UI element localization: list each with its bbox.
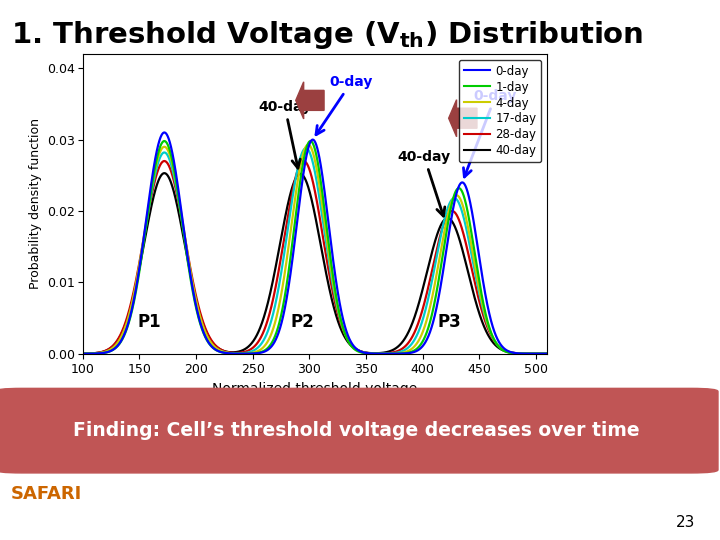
28-day xyxy=(144,208,153,214)
Text: 0-day: 0-day xyxy=(316,75,373,135)
4-day xyxy=(251,349,260,355)
Text: P2: P2 xyxy=(290,313,314,330)
0-day xyxy=(565,350,574,357)
17-day xyxy=(274,289,282,296)
X-axis label: Normalized threshold voltage: Normalized threshold voltage xyxy=(212,382,418,396)
17-day xyxy=(144,207,153,213)
17-day xyxy=(501,347,510,354)
17-day xyxy=(251,346,260,353)
28-day xyxy=(251,342,260,348)
40-day xyxy=(160,170,168,177)
17-day xyxy=(302,145,310,151)
1-day xyxy=(556,350,564,357)
4-day xyxy=(304,141,312,148)
28-day xyxy=(56,350,65,357)
4-day xyxy=(565,350,574,357)
28-day xyxy=(501,347,510,354)
FancyArrow shape xyxy=(449,100,477,137)
40-day xyxy=(556,350,564,357)
Text: 1. Threshold Voltage ($\mathbf{V_{th}}$) Distribution: 1. Threshold Voltage ($\mathbf{V_{th}}$)… xyxy=(11,19,643,51)
Text: 23: 23 xyxy=(675,515,695,530)
0-day xyxy=(251,350,260,356)
40-day xyxy=(501,348,510,354)
Text: P3: P3 xyxy=(437,313,461,330)
4-day xyxy=(144,203,153,210)
Text: P1: P1 xyxy=(138,313,161,330)
17-day xyxy=(114,339,122,346)
Line: 28-day: 28-day xyxy=(60,161,570,354)
40-day xyxy=(274,252,282,259)
4-day xyxy=(556,350,564,357)
0-day xyxy=(160,129,168,136)
1-day xyxy=(251,350,260,356)
17-day xyxy=(556,350,564,357)
40-day xyxy=(251,334,260,340)
Text: 0-day: 0-day xyxy=(464,90,517,177)
40-day xyxy=(56,350,65,357)
0-day xyxy=(501,346,510,353)
40-day xyxy=(565,350,574,357)
1-day xyxy=(501,348,510,355)
Text: 40-day: 40-day xyxy=(258,100,312,168)
28-day xyxy=(160,158,168,164)
4-day xyxy=(274,309,282,315)
Line: 40-day: 40-day xyxy=(60,173,570,354)
FancyBboxPatch shape xyxy=(0,388,718,473)
0-day xyxy=(144,199,153,206)
4-day xyxy=(56,350,65,357)
0-day xyxy=(556,350,564,357)
28-day xyxy=(274,272,282,279)
Text: 40-day: 40-day xyxy=(397,150,451,216)
4-day xyxy=(501,348,510,354)
Line: 4-day: 4-day xyxy=(60,145,570,354)
Line: 17-day: 17-day xyxy=(60,148,570,354)
1-day xyxy=(56,350,65,357)
0-day xyxy=(274,332,282,338)
Text: Finding: Cell’s threshold voltage decreases over time: Finding: Cell’s threshold voltage decrea… xyxy=(73,421,639,440)
Text: SAFARI: SAFARI xyxy=(11,485,82,503)
Line: 0-day: 0-day xyxy=(60,132,570,354)
28-day xyxy=(565,350,574,357)
1-day xyxy=(274,325,282,331)
1-day xyxy=(114,342,122,348)
17-day xyxy=(56,350,65,357)
28-day xyxy=(114,335,122,342)
1-day xyxy=(144,205,153,212)
40-day xyxy=(144,217,153,224)
40-day xyxy=(114,336,122,343)
17-day xyxy=(565,350,574,357)
4-day xyxy=(114,339,122,345)
1-day xyxy=(160,138,168,144)
1-day xyxy=(565,350,574,357)
0-day xyxy=(56,350,65,357)
28-day xyxy=(556,350,564,357)
FancyArrow shape xyxy=(296,82,324,119)
Legend: 0-day, 1-day, 4-day, 17-day, 28-day, 40-day: 0-day, 1-day, 4-day, 17-day, 28-day, 40-… xyxy=(459,60,541,162)
0-day xyxy=(114,342,122,348)
Line: 1-day: 1-day xyxy=(60,141,570,354)
Y-axis label: Probability density function: Probability density function xyxy=(29,118,42,289)
